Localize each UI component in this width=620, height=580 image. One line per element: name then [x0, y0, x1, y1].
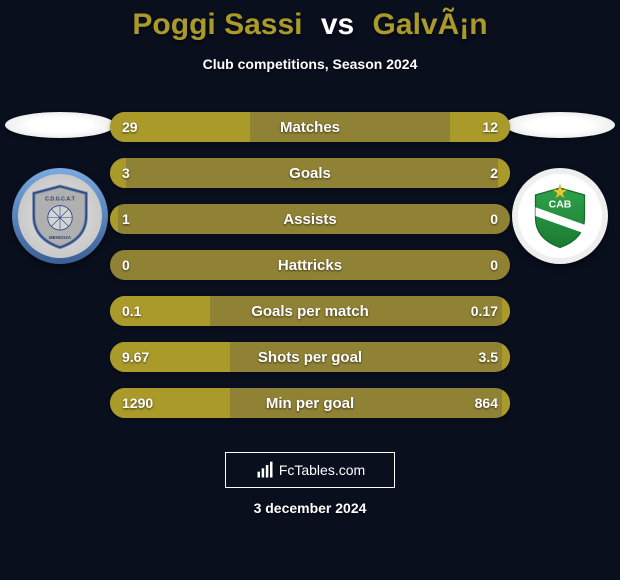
vs-text: vs	[321, 8, 354, 41]
svg-text:MENDOZA: MENDOZA	[49, 235, 72, 240]
stat-label: Matches	[280, 119, 340, 136]
team-right-column: CAB	[500, 112, 620, 264]
stat-label: Goals	[289, 165, 331, 182]
stat-label: Hattricks	[278, 257, 342, 274]
title: Poggi Sassi vs GalvÃ¡n	[132, 8, 487, 42]
stat-row: 29 12 Matches	[110, 112, 510, 142]
chart-icon	[255, 460, 275, 480]
stat-bars: 29 12 Matches 3 2 Goals 1 0 Assists 0 0 Hattricks 0.…	[110, 112, 510, 418]
stat-row: 1 0 Assists	[110, 204, 510, 234]
subtitle: Club competitions, Season 2024	[203, 56, 418, 72]
stat-fill-left	[110, 204, 118, 234]
stat-value-right: 0.17	[471, 296, 498, 326]
stat-value-right: 2	[490, 158, 498, 188]
team-left-crest: C.D.G.C.A.T MENDOZA	[12, 168, 108, 264]
team-right-crest: CAB	[512, 168, 608, 264]
stat-value-left: 29	[122, 112, 138, 142]
stat-value-right: 0	[490, 204, 498, 234]
team-left-ellipse	[5, 112, 115, 138]
stat-value-left: 1290	[122, 388, 153, 418]
stat-value-left: 0	[122, 250, 130, 280]
stat-fill-right	[502, 342, 510, 372]
team-left-shield-icon: C.D.G.C.A.T MENDOZA	[25, 181, 95, 251]
team-right-shield-icon: CAB	[525, 181, 595, 251]
stat-label: Shots per goal	[258, 349, 362, 366]
team-left-crest-inner: C.D.G.C.A.T MENDOZA	[18, 174, 102, 258]
stat-value-left: 3	[122, 158, 130, 188]
stat-row: 1290 864 Min per goal	[110, 388, 510, 418]
team-right-crest-inner: CAB	[518, 174, 602, 258]
stat-value-right: 12	[482, 112, 498, 142]
svg-text:CAB: CAB	[549, 198, 572, 210]
team-right-ellipse	[505, 112, 615, 138]
stat-value-left: 1	[122, 204, 130, 234]
stat-row: 0.1 0.17 Goals per match	[110, 296, 510, 326]
stat-label: Goals per match	[251, 303, 369, 320]
stat-value-right: 3.5	[479, 342, 498, 372]
stat-value-right: 0	[490, 250, 498, 280]
stat-fill-right	[498, 158, 510, 188]
team-left-column: C.D.G.C.A.T MENDOZA	[0, 112, 120, 264]
stat-fill-right	[502, 388, 510, 418]
stat-value-right: 864	[475, 388, 498, 418]
player2-name: GalvÃ¡n	[373, 8, 488, 41]
player1-name: Poggi Sassi	[132, 8, 302, 41]
logo-text: FcTables.com	[279, 462, 365, 478]
comparison-card: Poggi Sassi vs GalvÃ¡n Club competitions…	[0, 0, 620, 580]
stat-fill-right	[450, 112, 510, 142]
logo-box: FcTables.com	[225, 452, 395, 488]
stat-row: 9.67 3.5 Shots per goal	[110, 342, 510, 372]
stat-fill-right	[502, 296, 510, 326]
stat-row: 0 0 Hattricks	[110, 250, 510, 280]
stat-value-left: 0.1	[122, 296, 141, 326]
stat-label: Min per goal	[266, 395, 354, 412]
stat-row: 3 2 Goals	[110, 158, 510, 188]
stat-value-left: 9.67	[122, 342, 149, 372]
stats-area: C.D.G.C.A.T MENDOZA	[0, 112, 620, 442]
stat-label: Assists	[283, 211, 336, 228]
svg-text:C.D.G.C.A.T: C.D.G.C.A.T	[45, 196, 76, 202]
date-text: 3 december 2024	[254, 500, 367, 516]
